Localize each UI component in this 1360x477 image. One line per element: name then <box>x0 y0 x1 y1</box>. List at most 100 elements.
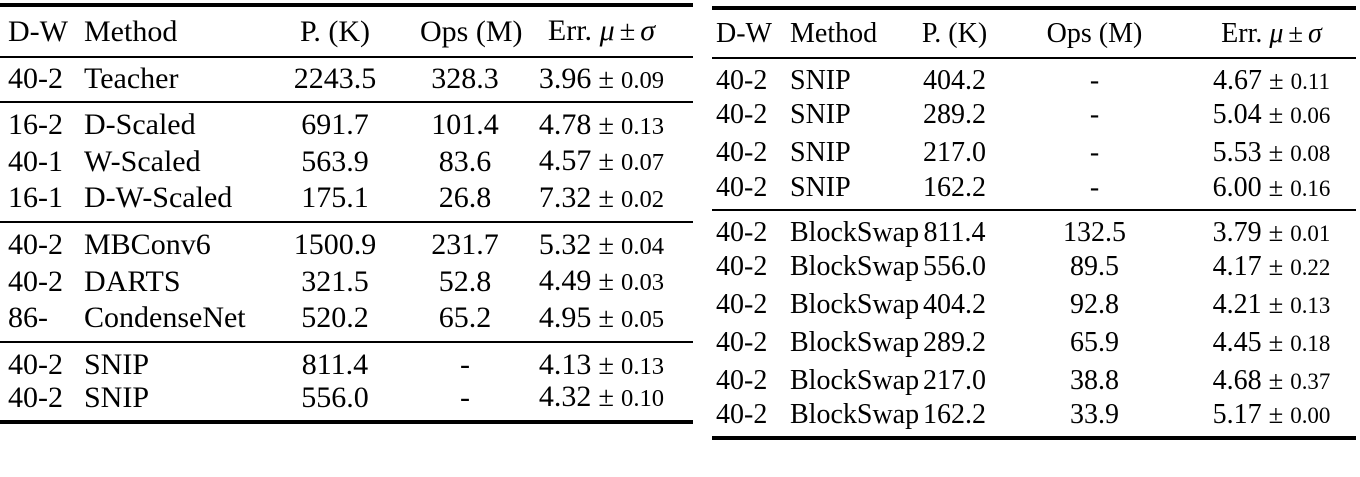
cell-ops: 328.3 <box>431 62 499 96</box>
error-mean: 5.32 <box>538 227 592 261</box>
cell-dw: 40-2 <box>716 99 768 130</box>
table-row: 40-2 SNIP 217.0 - 5.53 ±0.08 <box>712 134 1356 172</box>
error-mean: 4.57 <box>538 144 592 178</box>
cell-dw: 16-2 <box>8 108 63 141</box>
cell-error: 3.79 ±0.01 <box>1187 210 1356 248</box>
cell-method: SNIP <box>790 99 851 130</box>
error-mean: 6.00 <box>1212 171 1262 203</box>
column-header-ops: Ops (M) <box>420 14 523 48</box>
error-mean: 5.53 <box>1212 137 1262 168</box>
cell-params: 162.2 <box>923 399 986 430</box>
cell-ops: 92.8 <box>1070 289 1119 320</box>
plus-minus-symbol: ± <box>1268 216 1284 247</box>
cell-ops: - <box>1089 64 1100 96</box>
error-mean: 4.68 <box>1212 365 1262 396</box>
table-row: 40-2 BlockSwap 162.2 33.9 5.17 ±0.00 <box>712 400 1356 438</box>
error-mean: 3.96 <box>538 62 592 95</box>
cell-ops: - <box>460 348 470 381</box>
table-row: 40-2 BlockSwap 289.2 65.9 4.45 ±0.18 <box>712 324 1356 362</box>
cell-dw: 40-2 <box>716 289 768 320</box>
cell-dw: 40-2 <box>716 365 768 396</box>
cell-params: 556.0 <box>301 380 369 414</box>
column-header-params: P. (K) <box>921 17 988 49</box>
plus-minus-symbol: ± <box>1268 399 1284 429</box>
plus-minus-symbol: ± <box>1269 64 1284 95</box>
cell-error: 4.13 ±0.13 <box>510 342 693 382</box>
cell-params: 811.4 <box>301 348 369 381</box>
cell-params: 404.2 <box>923 289 986 320</box>
table-row: 40-2 SNIP 404.2 - 4.67 ±0.11 <box>712 58 1356 96</box>
err-header-math: μ ± σ <box>1269 18 1321 49</box>
cell-method: W-Scaled <box>84 144 201 178</box>
error-std: 0.18 <box>1290 331 1331 356</box>
table-row: 40-2 BlockSwap 217.0 38.8 4.68 ±0.37 <box>712 362 1356 400</box>
cell-method: MBConv6 <box>84 228 211 261</box>
column-header-err: Err. μ ± σ <box>510 5 693 57</box>
err-header-label: Err. <box>1221 17 1263 49</box>
cell-params: 556.0 <box>923 251 986 282</box>
sigma-symbol: σ <box>640 14 656 48</box>
table-row: 40-2 SNIP 556.0 - 4.32 ±0.10 <box>0 382 693 422</box>
cell-error: 4.21 ±0.13 <box>1187 286 1356 324</box>
cell-ops: 38.8 <box>1070 365 1119 396</box>
table-row: 40-1 W-Scaled 563.9 83.6 4.57 ±0.07 <box>0 142 693 182</box>
cell-dw: 40-2 <box>716 251 768 282</box>
cell-dw: 40-2 <box>8 380 63 414</box>
cell-dw: 40-2 <box>716 216 768 248</box>
error-mean: 7.32 <box>538 180 592 214</box>
plus-minus-symbol: ± <box>598 109 615 141</box>
cell-ops: - <box>1089 171 1100 203</box>
table-row: 16-2 D-Scaled 691.7 101.4 4.78 ±0.13 <box>0 102 693 142</box>
error-std: 0.11 <box>1290 68 1330 94</box>
error-std: 0.16 <box>1290 175 1331 201</box>
mu-symbol: μ <box>1269 17 1284 49</box>
plus-minus-symbol: ± <box>598 349 615 381</box>
cell-params: 321.5 <box>301 264 369 298</box>
plus-minus-symbol: ± <box>1268 171 1284 202</box>
error-mean: 5.17 <box>1212 399 1262 430</box>
error-std: 0.00 <box>1290 403 1331 428</box>
cell-params: 691.7 <box>301 108 369 141</box>
cell-ops: 26.8 <box>438 181 492 214</box>
cell-dw: 40-2 <box>716 137 768 168</box>
row-group: 40-2 SNIP 404.2-4.67 ±0.11 40-2 SNIP 289.2-5.0… <box>712 58 1356 210</box>
cell-method: BlockSwap <box>790 399 920 430</box>
cell-params: 811.4 <box>923 216 986 248</box>
cell-error: 5.17 ±0.00 <box>1187 400 1356 438</box>
header-row: D-W Method P. (K) Ops (M) Err. μ ± σ <box>0 5 693 57</box>
plus-minus-symbol: ± <box>598 302 615 334</box>
cell-dw: 40-2 <box>716 64 768 96</box>
error-std: 0.13 <box>621 112 665 140</box>
cell-params: 289.2 <box>923 99 986 130</box>
plus-minus-symbol: ± <box>598 146 615 178</box>
table-row: 40-2 SNIP 811.4 - 4.13 ±0.13 <box>0 342 693 382</box>
cell-error: 4.49 ±0.03 <box>510 262 693 302</box>
table-row: 40-2 BlockSwap 556.0 89.5 4.17 ±0.22 <box>712 248 1356 286</box>
cell-params: 520.2 <box>301 301 369 334</box>
results-table-right: D-W Method P. (K) Ops (M) Err. μ ± σ 40-2 SNIP 4… <box>712 6 1356 440</box>
plus-minus-symbol: ± <box>1268 289 1284 319</box>
cell-method: SNIP <box>84 348 150 381</box>
cell-error: 4.78 ±0.13 <box>510 102 693 142</box>
table-row: 40-2 SNIP 289.2 - 5.04 ±0.06 <box>712 96 1356 134</box>
plus-minus-symbol: ± <box>1268 365 1284 395</box>
error-std: 0.01 <box>1290 220 1331 246</box>
cell-params: 404.2 <box>923 64 986 96</box>
cell-method: BlockSwap <box>790 365 920 396</box>
cell-dw: 40-1 <box>8 144 63 178</box>
plus-minus-symbol: ± <box>1288 17 1304 48</box>
error-mean: 4.67 <box>1213 64 1263 96</box>
cell-params: 217.0 <box>923 365 986 396</box>
error-mean: 4.49 <box>538 264 592 298</box>
cell-error: 4.17 ±0.22 <box>1187 248 1356 286</box>
cell-method: CondenseNet <box>84 301 246 334</box>
cell-error: 7.32 ±0.02 <box>510 182 693 222</box>
cell-ops: 101.4 <box>431 108 499 141</box>
cell-error: 4.57 ±0.07 <box>510 142 693 182</box>
error-mean: 4.21 <box>1212 289 1262 320</box>
error-mean: 3.79 <box>1212 216 1262 248</box>
cell-dw: 40-2 <box>716 171 768 203</box>
mu-symbol: μ <box>599 14 615 48</box>
cell-error: 6.00 ±0.16 <box>1187 172 1356 210</box>
cell-method: DARTS <box>84 264 181 298</box>
